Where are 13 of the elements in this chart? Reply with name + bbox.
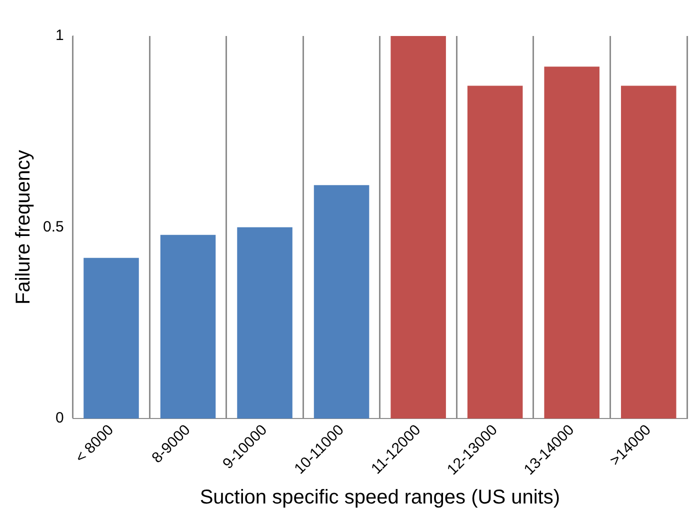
bar	[620, 86, 676, 418]
bar	[84, 258, 139, 418]
bar	[544, 66, 600, 418]
bar	[160, 234, 216, 418]
y-tick-label: 0.5	[42, 218, 64, 236]
bar	[314, 185, 370, 418]
bar	[390, 36, 446, 418]
y-tick-label: 0	[56, 410, 64, 427]
bar	[467, 86, 523, 418]
y-axis-title: Failure frequency	[12, 150, 35, 304]
x-axis-title: Suction specific speed ranges (US units)	[200, 486, 560, 509]
y-tick-label: 1	[56, 27, 64, 44]
bar	[237, 227, 292, 418]
